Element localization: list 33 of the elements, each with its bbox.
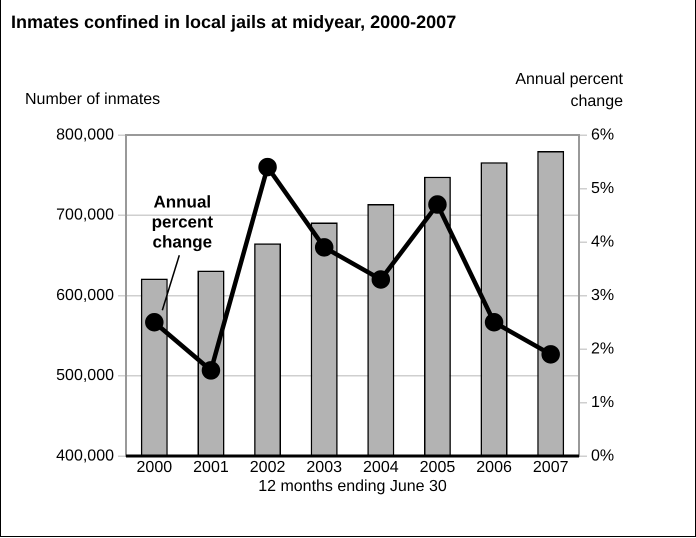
x-axis-title: 12 months ending June 30 bbox=[257, 478, 448, 496]
x-tick-label: 2002 bbox=[250, 459, 286, 476]
x-tick-label: 2000 bbox=[136, 459, 172, 476]
series-label: Annual percent change bbox=[152, 192, 214, 252]
x-tick-label: 2004 bbox=[363, 459, 399, 476]
y-tick-label: 600,000 bbox=[56, 286, 114, 304]
y-tick-label: 800,000 bbox=[56, 126, 114, 144]
x-tick-label: 2006 bbox=[476, 459, 512, 476]
y2-tick-label: 4% bbox=[591, 233, 614, 250]
point bbox=[145, 313, 164, 332]
point bbox=[314, 238, 334, 257]
chart-title: Inmates confined in local jails at midyear, 2000-2007 bbox=[11, 12, 456, 33]
y-tick-label: 700,000 bbox=[56, 206, 114, 224]
point bbox=[428, 195, 447, 214]
y2-tick-label: 0% bbox=[591, 447, 614, 464]
point bbox=[258, 158, 277, 176]
x-tick-label: 2001 bbox=[193, 459, 229, 476]
point bbox=[372, 270, 390, 289]
x-tick-label: 2003 bbox=[306, 459, 342, 476]
y-tick-label: 400,000 bbox=[56, 447, 114, 464]
y2-tick-label: 1% bbox=[591, 394, 614, 411]
y-tick-label: 500,000 bbox=[56, 367, 114, 384]
y2-tick-label: 5% bbox=[591, 180, 614, 197]
y2-tick-label: 2% bbox=[591, 340, 614, 358]
y2-tick-label: 3% bbox=[591, 286, 614, 304]
y-axis-title: Number of inmates bbox=[25, 91, 160, 109]
y2-tick-label: 6% bbox=[591, 126, 614, 144]
point bbox=[484, 313, 504, 332]
point bbox=[202, 361, 220, 380]
x-tick-label: 2007 bbox=[532, 459, 569, 476]
y2-axis-title: Annual percent change bbox=[514, 70, 623, 112]
point bbox=[541, 345, 560, 364]
x-tick-label: 2005 bbox=[420, 459, 456, 476]
